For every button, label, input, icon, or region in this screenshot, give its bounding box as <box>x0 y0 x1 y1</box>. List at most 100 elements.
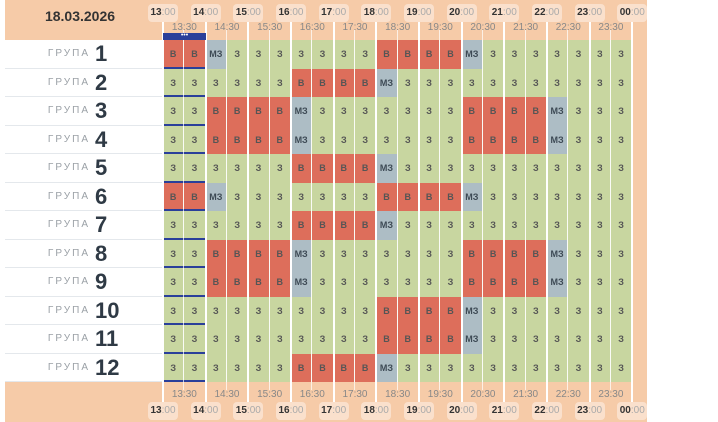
schedule-cell[interactable]: З <box>589 97 611 126</box>
schedule-cell[interactable]: В <box>354 68 377 97</box>
schedule-cell[interactable]: З <box>589 211 611 240</box>
schedule-cell[interactable]: З <box>269 154 291 183</box>
schedule-cell[interactable]: В <box>248 125 270 154</box>
schedule-cell[interactable]: В <box>226 97 249 126</box>
schedule-cell[interactable]: В <box>397 182 419 211</box>
schedule-cell[interactable]: В <box>333 353 355 382</box>
schedule-cell[interactable]: З <box>504 211 526 240</box>
schedule-cell[interactable]: З <box>163 268 185 297</box>
schedule-cell[interactable]: В <box>248 268 270 297</box>
schedule-cell[interactable]: З <box>418 97 441 126</box>
schedule-cell[interactable]: З <box>482 353 505 382</box>
schedule-cell[interactable]: В <box>525 125 547 154</box>
schedule-cell[interactable]: З <box>290 40 313 69</box>
schedule-cell[interactable]: З <box>248 211 270 240</box>
schedule-cell[interactable]: З <box>184 154 206 183</box>
schedule-cell[interactable]: З <box>354 268 377 297</box>
schedule-cell[interactable]: З <box>290 182 313 211</box>
schedule-cell[interactable]: З <box>440 154 462 183</box>
schedule-cell[interactable]: З <box>248 353 270 382</box>
schedule-cell[interactable]: З <box>610 268 633 297</box>
schedule-cell[interactable]: З <box>163 68 185 97</box>
schedule-cell[interactable]: В <box>482 239 505 268</box>
schedule-cell[interactable]: МЗ <box>290 97 313 126</box>
schedule-cell[interactable]: З <box>226 296 249 325</box>
schedule-cell[interactable]: З <box>610 97 633 126</box>
schedule-cell[interactable]: З <box>354 239 377 268</box>
schedule-cell[interactable]: З <box>525 182 547 211</box>
schedule-cell[interactable]: В <box>312 211 334 240</box>
schedule-cell[interactable]: З <box>312 40 334 69</box>
schedule-cell[interactable]: В <box>269 268 291 297</box>
schedule-cell[interactable]: З <box>504 182 526 211</box>
schedule-cell[interactable]: З <box>418 268 441 297</box>
schedule-cell[interactable]: З <box>205 296 227 325</box>
schedule-cell[interactable]: В <box>440 40 462 69</box>
schedule-cell[interactable]: З <box>333 325 355 354</box>
schedule-cell[interactable]: В <box>440 325 462 354</box>
schedule-cell[interactable]: В <box>418 182 441 211</box>
schedule-cell[interactable]: З <box>333 296 355 325</box>
schedule-cell[interactable]: З <box>440 268 462 297</box>
schedule-cell[interactable]: З <box>205 353 227 382</box>
schedule-cell[interactable]: З <box>290 325 313 354</box>
schedule-cell[interactable]: В <box>440 182 462 211</box>
schedule-cell[interactable]: З <box>248 182 270 211</box>
schedule-cell[interactable]: В <box>418 296 441 325</box>
schedule-cell[interactable]: З <box>589 296 611 325</box>
schedule-cell[interactable]: З <box>568 211 590 240</box>
schedule-cell[interactable]: З <box>461 211 483 240</box>
schedule-cell[interactable]: З <box>205 211 227 240</box>
schedule-cell[interactable]: З <box>248 154 270 183</box>
schedule-cell[interactable]: З <box>546 154 569 183</box>
schedule-cell[interactable]: МЗ <box>376 154 398 183</box>
schedule-cell[interactable]: З <box>418 154 441 183</box>
schedule-cell[interactable]: МЗ <box>376 68 398 97</box>
schedule-cell[interactable]: З <box>568 325 590 354</box>
schedule-cell[interactable]: З <box>568 182 590 211</box>
schedule-cell[interactable]: З <box>568 97 590 126</box>
schedule-cell[interactable]: З <box>312 325 334 354</box>
schedule-cell[interactable]: З <box>610 325 633 354</box>
schedule-cell[interactable]: МЗ <box>461 40 483 69</box>
schedule-cell[interactable]: З <box>440 97 462 126</box>
schedule-cell[interactable]: З <box>589 40 611 69</box>
schedule-cell[interactable]: З <box>440 125 462 154</box>
schedule-cell[interactable]: З <box>482 296 505 325</box>
schedule-cell[interactable]: В <box>248 239 270 268</box>
schedule-cell[interactable]: З <box>312 182 334 211</box>
schedule-cell[interactable]: З <box>525 40 547 69</box>
schedule-cell[interactable]: З <box>525 296 547 325</box>
schedule-cell[interactable]: З <box>546 325 569 354</box>
schedule-cell[interactable]: В <box>504 239 526 268</box>
schedule-cell[interactable]: З <box>397 97 419 126</box>
schedule-cell[interactable]: З <box>546 68 569 97</box>
schedule-cell[interactable]: В <box>333 68 355 97</box>
schedule-cell[interactable]: В <box>482 97 505 126</box>
schedule-cell[interactable]: З <box>397 154 419 183</box>
schedule-cell[interactable]: З <box>589 353 611 382</box>
schedule-cell[interactable]: МЗ <box>376 211 398 240</box>
schedule-cell[interactable]: З <box>184 296 206 325</box>
schedule-cell[interactable]: З <box>546 40 569 69</box>
schedule-cell[interactable]: З <box>397 211 419 240</box>
schedule-cell[interactable]: З <box>589 68 611 97</box>
schedule-cell[interactable]: МЗ <box>461 325 483 354</box>
schedule-cell[interactable]: МЗ <box>546 268 569 297</box>
schedule-cell[interactable]: В <box>205 125 227 154</box>
schedule-cell[interactable]: З <box>461 154 483 183</box>
current-time-marker[interactable]: ••• <box>163 32 206 40</box>
schedule-cell[interactable]: З <box>205 325 227 354</box>
schedule-cell[interactable]: З <box>418 353 441 382</box>
schedule-cell[interactable]: З <box>163 154 185 183</box>
schedule-cell[interactable]: В <box>248 97 270 126</box>
schedule-cell[interactable]: З <box>312 239 334 268</box>
schedule-cell[interactable]: З <box>376 268 398 297</box>
schedule-cell[interactable]: В <box>504 268 526 297</box>
schedule-cell[interactable]: З <box>482 68 505 97</box>
schedule-cell[interactable]: З <box>610 296 633 325</box>
schedule-cell[interactable]: В <box>397 40 419 69</box>
schedule-cell[interactable]: З <box>269 40 291 69</box>
schedule-cell[interactable]: В <box>504 125 526 154</box>
schedule-cell[interactable]: З <box>482 211 505 240</box>
